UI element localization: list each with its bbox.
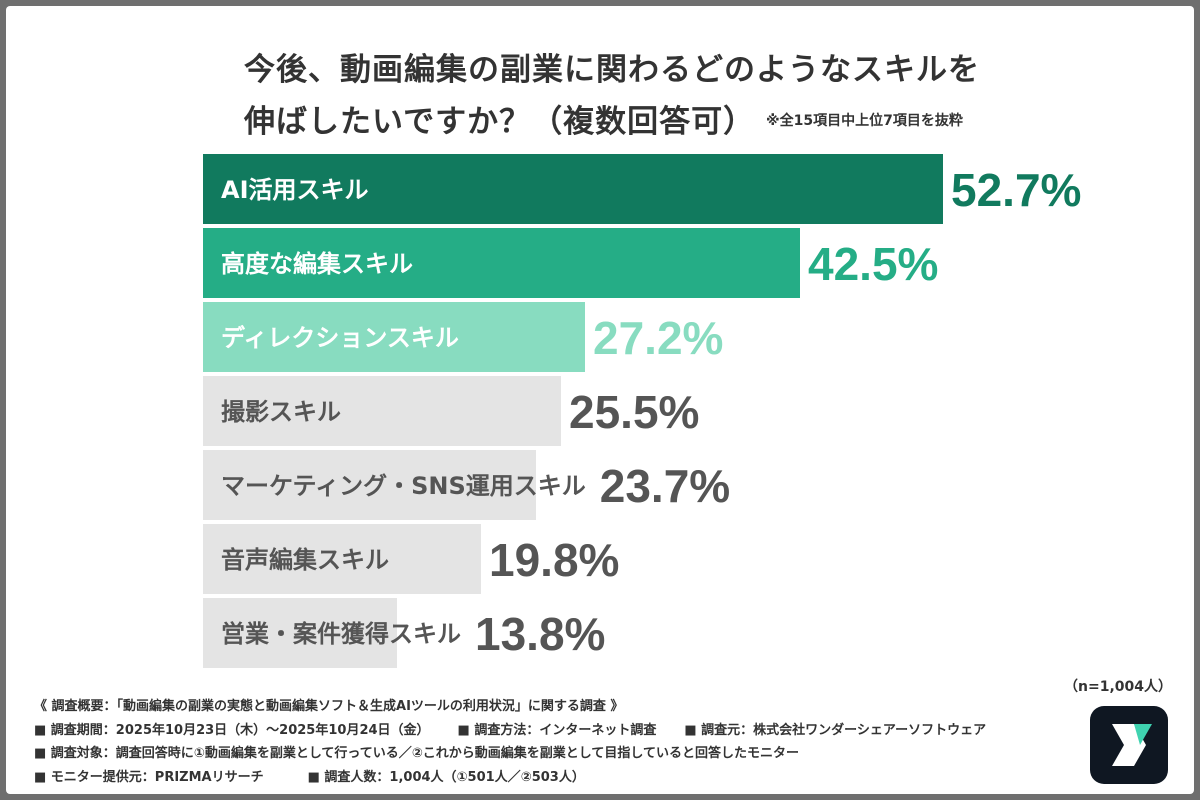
bar-label-7: 営業・案件獲得スキル xyxy=(221,620,461,648)
title-line-2: 伸ばしたいですか？（複数回答可） xyxy=(244,104,756,140)
title-line-1: 今後、動画編集の副業に関わるどのようなスキルを xyxy=(244,52,980,88)
bar-label-3: ディレクションスキル xyxy=(221,324,459,352)
bar-value-6: 19.8% xyxy=(489,534,619,586)
bar-6 xyxy=(203,524,481,594)
survey-period: ■ 調査期間：2025年10月23日（木）〜2025年10月24日（金） xyxy=(34,722,430,738)
bar-value-5: 23.7% xyxy=(600,460,730,512)
survey-overview: 《 調査概要：「動画編集の副業の実態と動画編集ソフト＆生成AIツールの利用状況」… xyxy=(34,695,986,789)
survey-row-period: ■ 調査期間：2025年10月23日（木）〜2025年10月24日（金） ■ 調査… xyxy=(34,719,986,743)
chart-title: 今後、動画編集の副業に関わるどのようなスキルを 伸ばしたいですか？（複数回答可） xyxy=(244,44,980,148)
survey-org: ■ 調査元：株式会社ワンダーシェアーソフトウェア xyxy=(684,722,987,738)
survey-method: ■ 調査方法：インターネット調査 xyxy=(457,722,657,738)
bar-1 xyxy=(203,154,943,224)
bar-4 xyxy=(203,376,561,446)
app-logo-mark xyxy=(1112,724,1152,766)
bar-value-4: 25.5% xyxy=(569,386,699,438)
excerpt-note: ※全15項目中上位7項目を抜粋 xyxy=(766,113,963,129)
bar-label-6: 音声編集スキル xyxy=(221,546,389,574)
bar-value-2: 42.5% xyxy=(808,238,938,290)
bar-label-5: マーケティング・SNS運用スキル xyxy=(221,472,586,500)
bar-value-3: 27.2% xyxy=(593,312,723,364)
bar-label-1: AI活用スキル xyxy=(221,176,369,204)
survey-provider: ■ モニター提供元：PRIZMAリサーチ xyxy=(34,769,264,785)
bar-5 xyxy=(203,450,536,520)
survey-row-provider: ■ モニター提供元：PRIZMAリサーチ ■ 調査人数：1,004人（①501人／… xyxy=(34,766,986,790)
bar-7 xyxy=(203,598,397,668)
bar-3 xyxy=(203,302,585,372)
survey-count: ■ 調査人数：1,004人（①501人／②503人） xyxy=(307,769,585,785)
survey-target: ■ 調査対象：調査回答時に①動画編集を副業として行っている／②これから動画編集を… xyxy=(34,746,800,761)
sample-size-label: （n=1,004人） xyxy=(1064,679,1172,695)
app-logo-icon xyxy=(1090,706,1168,784)
bar-2 xyxy=(203,228,800,298)
bar-value-7: 13.8% xyxy=(475,608,605,660)
bar-label-4: 撮影スキル xyxy=(221,398,341,426)
bar-value-1: 52.7% xyxy=(951,164,1081,216)
survey-title: 《 調査概要：「動画編集の副業の実態と動画編集ソフト＆生成AIツールの利用状況」… xyxy=(34,699,624,714)
bar-label-2: 高度な編集スキル xyxy=(221,250,413,278)
